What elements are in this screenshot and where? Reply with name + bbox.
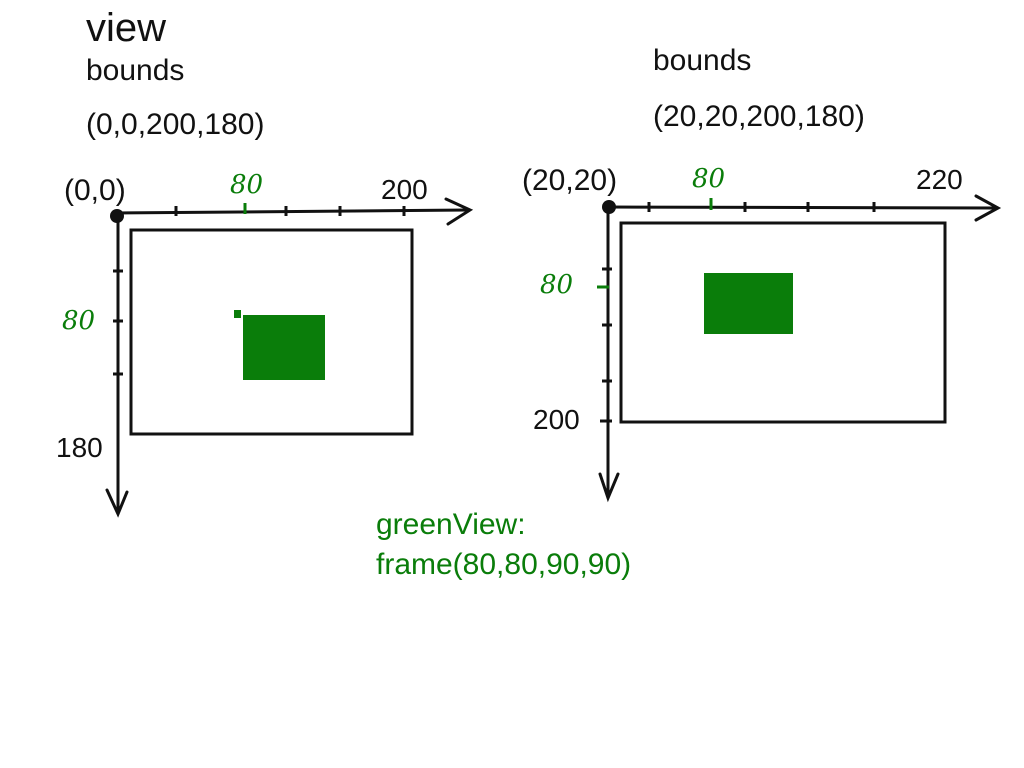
green-view-caption-line1: greenView: [376,508,526,541]
right-y-max-label: 200 [533,404,580,435]
left-bounds-value: (0,0,200,180) [86,108,265,141]
left-x-arrowhead [444,197,474,226]
left-origin-label: (0,0) [64,174,126,207]
left-x-axis [116,208,469,215]
left-origin-dot [110,209,124,223]
left-y-arrowhead [105,488,129,518]
left-panel [105,197,474,518]
right-bounds-rect [619,221,947,424]
right-x-arrowhead [974,194,1002,222]
right-panel [597,194,1002,503]
left-green-corner-mark [234,310,241,318]
right-y-arrowhead [598,472,620,503]
left-x-mark-label: 80 [230,170,264,200]
right-bounds-label: bounds [653,44,752,77]
left-x-max-label: 200 [381,174,428,205]
right-green-view [704,273,793,334]
right-y-mark-label: 80 [540,270,574,300]
view-title: view [86,6,167,50]
left-y-mark-label: 80 [62,306,96,336]
right-x-mark-label: 80 [692,164,726,194]
left-bounds-label: bounds [86,54,185,87]
right-origin-dot [602,200,616,214]
right-bounds-value: (20,20,200,180) [653,100,865,133]
right-origin-label: (20,20) [522,164,618,197]
left-green-view [243,315,325,380]
right-x-max-label: 220 [916,164,963,195]
left-bounds-rect [129,228,414,436]
left-y-max-label: 180 [56,432,103,463]
green-view-caption-line2: frame(80,80,90,90) [376,548,632,581]
right-x-axis [607,205,997,210]
